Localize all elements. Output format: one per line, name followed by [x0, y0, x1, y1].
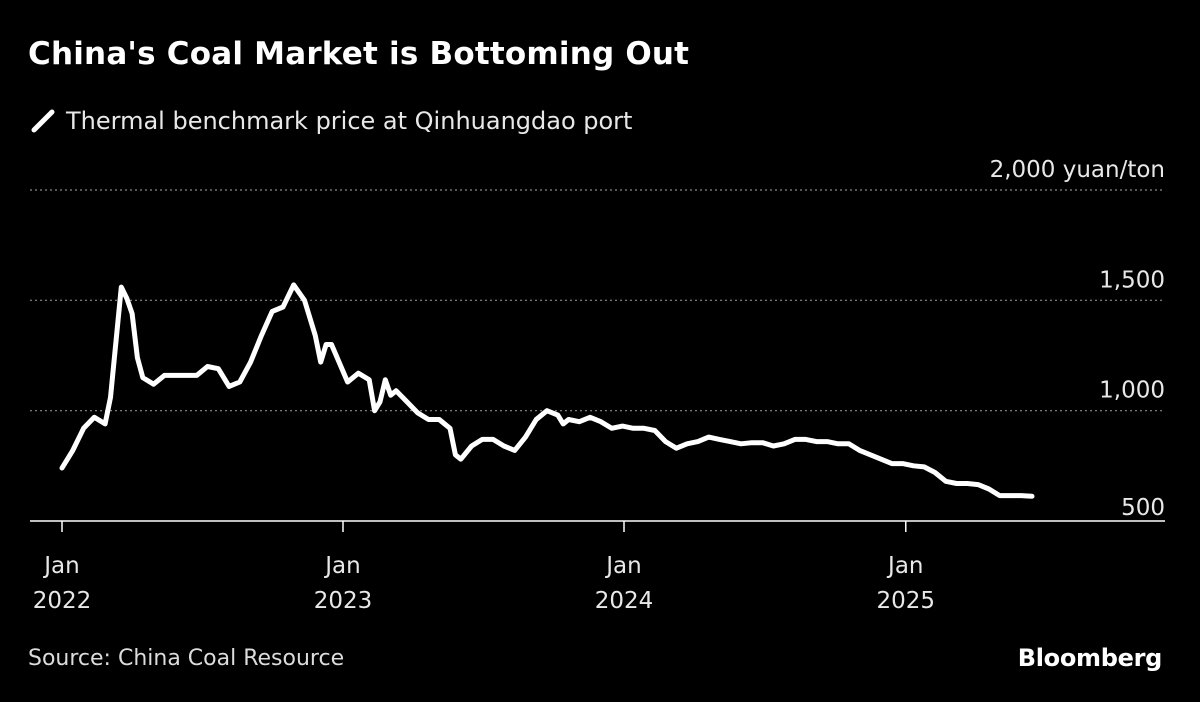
- source-note: Source: China Coal Resource: [28, 646, 345, 671]
- x-tick-month-3: Jan: [886, 553, 923, 579]
- series-layer: [59, 282, 1035, 499]
- x-tick-year-1: 2023: [314, 588, 373, 614]
- x-tick-year-0: 2022: [33, 588, 92, 614]
- x-tick-month-2: Jan: [604, 553, 641, 579]
- y-tick-label-1: 1,000: [1099, 378, 1165, 404]
- series-line-0: [59, 282, 1035, 499]
- x-tick-year-2: 2024: [595, 588, 654, 614]
- x-axis: Jan 2022 Jan 2023 Jan 2024 Jan 2025: [30, 520, 1165, 614]
- legend-line-swatch-icon: [31, 109, 55, 133]
- legend-label: Thermal benchmark price at Qinhuangdao p…: [66, 107, 633, 135]
- chart-title: China's Coal Market is Bottoming Out: [28, 36, 690, 72]
- y-tick-label-2: 1,500: [1099, 267, 1165, 293]
- legend: Thermal benchmark price at Qinhuangdao p…: [30, 104, 632, 138]
- y-tick-label-3: 2,000 yuan/ton: [990, 157, 1165, 183]
- y-tick-label-0: 500: [1121, 495, 1165, 521]
- x-tick-month-0: Jan: [42, 553, 79, 579]
- grid-lines: [30, 189, 1165, 412]
- x-tick-month-1: Jan: [323, 553, 360, 579]
- x-tick-year-3: 2025: [876, 588, 935, 614]
- y-axis-tick-labels: 500 1,000 1,500 2,000 yuan/ton: [990, 157, 1165, 521]
- bloomberg-logo: Bloomberg: [1017, 644, 1163, 672]
